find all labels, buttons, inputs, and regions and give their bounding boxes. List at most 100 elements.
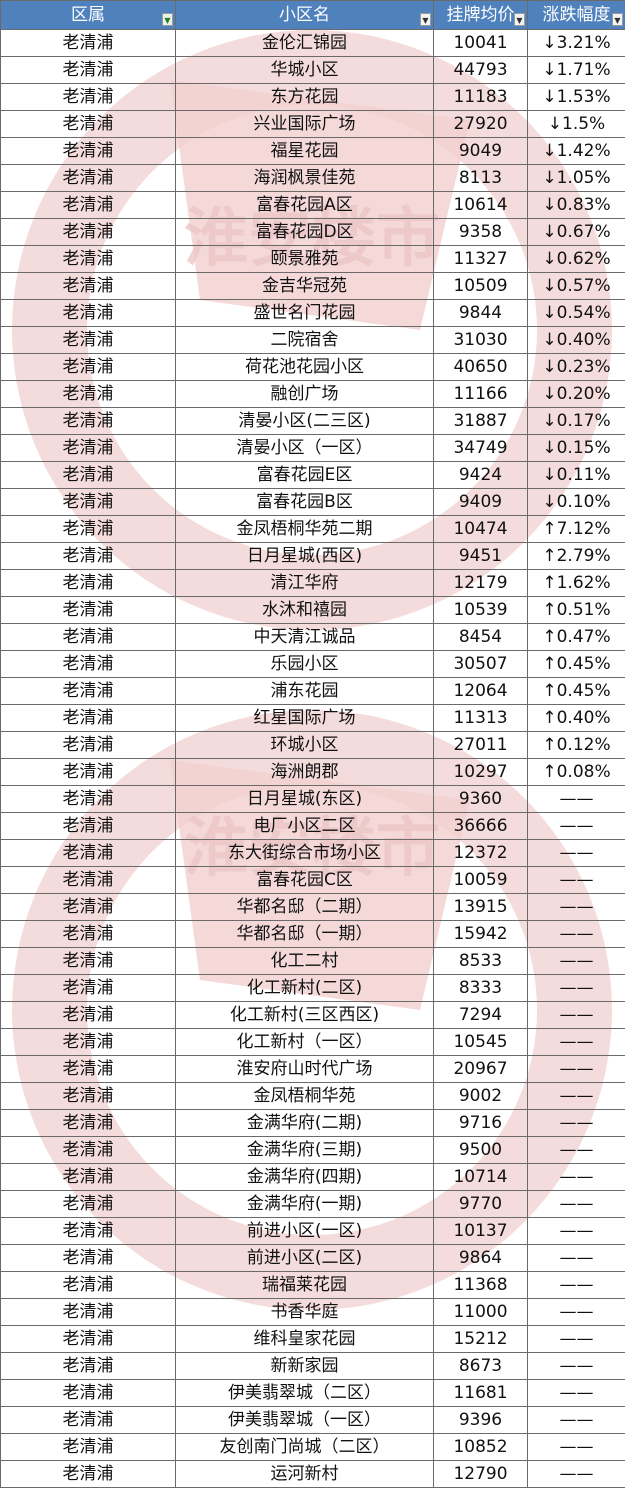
community-cell[interactable]: 前进小区(一区) [176,1218,434,1245]
price-cell[interactable]: 8673 [434,1353,528,1380]
change-cell[interactable]: —— [528,1380,625,1407]
district-cell[interactable]: 老清浦 [1,1326,176,1353]
change-cell[interactable]: ↓1.71% [528,57,625,84]
district-cell[interactable]: 老清浦 [1,1218,176,1245]
district-cell[interactable]: 老清浦 [1,111,176,138]
change-cell[interactable]: —— [528,948,625,975]
community-cell[interactable]: 金凤梧桐华苑二期 [176,516,434,543]
district-cell[interactable]: 老清浦 [1,840,176,867]
community-cell[interactable]: 金凤梧桐华苑 [176,1083,434,1110]
change-cell[interactable]: —— [528,1056,625,1083]
community-cell[interactable]: 化工二村 [176,948,434,975]
filter-dropdown-icon[interactable]: ▼ [420,13,431,26]
district-cell[interactable]: 老清浦 [1,57,176,84]
price-cell[interactable]: 12790 [434,1461,528,1488]
price-cell[interactable]: 8333 [434,975,528,1002]
change-cell[interactable]: —— [528,1164,625,1191]
community-cell[interactable]: 浦东花园 [176,678,434,705]
district-cell[interactable]: 老清浦 [1,300,176,327]
price-cell[interactable]: 9770 [434,1191,528,1218]
community-cell[interactable]: 海润枫景佳苑 [176,165,434,192]
community-cell[interactable]: 富春花园B区 [176,489,434,516]
price-cell[interactable]: 9358 [434,219,528,246]
change-cell[interactable]: —— [528,1299,625,1326]
price-cell[interactable]: 10474 [434,516,528,543]
price-cell[interactable]: 15942 [434,921,528,948]
price-cell[interactable]: 9716 [434,1110,528,1137]
change-cell[interactable]: —— [528,1461,625,1488]
district-cell[interactable]: 老清浦 [1,1434,176,1461]
price-cell[interactable]: 34749 [434,435,528,462]
price-cell[interactable]: 36666 [434,813,528,840]
district-cell[interactable]: 老清浦 [1,30,176,57]
price-cell[interactable]: 11368 [434,1272,528,1299]
price-cell[interactable]: 15212 [434,1326,528,1353]
change-cell[interactable]: —— [528,1137,625,1164]
community-cell[interactable]: 环城小区 [176,732,434,759]
change-cell[interactable]: ↑0.08% [528,759,625,786]
filter-dropdown-icon[interactable]: ▼ [514,13,525,26]
change-cell[interactable]: —— [528,1083,625,1110]
district-cell[interactable]: 老清浦 [1,1191,176,1218]
price-cell[interactable]: 40650 [434,354,528,381]
change-cell[interactable]: ↑0.45% [528,678,625,705]
community-cell[interactable]: 富春花园C区 [176,867,434,894]
change-cell[interactable]: ↓3.21% [528,30,625,57]
price-cell[interactable]: 8113 [434,165,528,192]
community-cell[interactable]: 福星花园 [176,138,434,165]
district-cell[interactable]: 老清浦 [1,381,176,408]
price-cell[interactable]: 27920 [434,111,528,138]
district-cell[interactable]: 老清浦 [1,1299,176,1326]
price-cell[interactable]: 9002 [434,1083,528,1110]
community-cell[interactable]: 友创南门尚城（二区） [176,1434,434,1461]
change-cell[interactable]: ↓0.62% [528,246,625,273]
community-cell[interactable]: 化工新村(二区) [176,975,434,1002]
community-cell[interactable]: 金满华府(一期) [176,1191,434,1218]
price-cell[interactable]: 9424 [434,462,528,489]
community-cell[interactable]: 兴业国际广场 [176,111,434,138]
change-cell[interactable]: —— [528,1245,625,1272]
change-cell[interactable]: —— [528,1002,625,1029]
change-cell[interactable]: —— [528,1029,625,1056]
price-cell[interactable]: 10509 [434,273,528,300]
community-cell[interactable]: 华城小区 [176,57,434,84]
district-cell[interactable]: 老清浦 [1,624,176,651]
price-cell[interactable]: 11681 [434,1380,528,1407]
change-cell[interactable]: —— [528,1110,625,1137]
change-cell[interactable]: ↓0.11% [528,462,625,489]
district-cell[interactable]: 老清浦 [1,165,176,192]
district-cell[interactable]: 老清浦 [1,678,176,705]
district-cell[interactable]: 老清浦 [1,705,176,732]
community-cell[interactable]: 融创广场 [176,381,434,408]
change-cell[interactable]: —— [528,1326,625,1353]
price-cell[interactable]: 12372 [434,840,528,867]
change-cell[interactable]: ↓0.54% [528,300,625,327]
district-cell[interactable]: 老清浦 [1,354,176,381]
change-cell[interactable]: ↓0.10% [528,489,625,516]
community-cell[interactable]: 金满华府(三期) [176,1137,434,1164]
district-cell[interactable]: 老清浦 [1,192,176,219]
change-cell[interactable]: ↑0.45% [528,651,625,678]
community-cell[interactable]: 伊美翡翠城（一区） [176,1407,434,1434]
district-cell[interactable]: 老清浦 [1,1407,176,1434]
price-cell[interactable]: 10297 [434,759,528,786]
price-cell[interactable]: 10059 [434,867,528,894]
community-cell[interactable]: 乐园小区 [176,651,434,678]
community-cell[interactable]: 东大街综合市场小区 [176,840,434,867]
community-cell[interactable]: 瑞福莱花园 [176,1272,434,1299]
district-cell[interactable]: 老清浦 [1,462,176,489]
change-cell[interactable]: —— [528,1407,625,1434]
community-cell[interactable]: 海洲朗郡 [176,759,434,786]
community-cell[interactable]: 化工新村(三区西区) [176,1002,434,1029]
change-cell[interactable]: ↓0.17% [528,408,625,435]
community-cell[interactable]: 化工新村（一区） [176,1029,434,1056]
change-cell[interactable]: —— [528,867,625,894]
price-cell[interactable]: 9500 [434,1137,528,1164]
change-cell[interactable]: ↓0.15% [528,435,625,462]
price-cell[interactable]: 9451 [434,543,528,570]
district-cell[interactable]: 老清浦 [1,273,176,300]
price-cell[interactable]: 7294 [434,1002,528,1029]
price-cell[interactable]: 11000 [434,1299,528,1326]
community-cell[interactable]: 盛世名门花园 [176,300,434,327]
change-cell[interactable]: —— [528,1191,625,1218]
